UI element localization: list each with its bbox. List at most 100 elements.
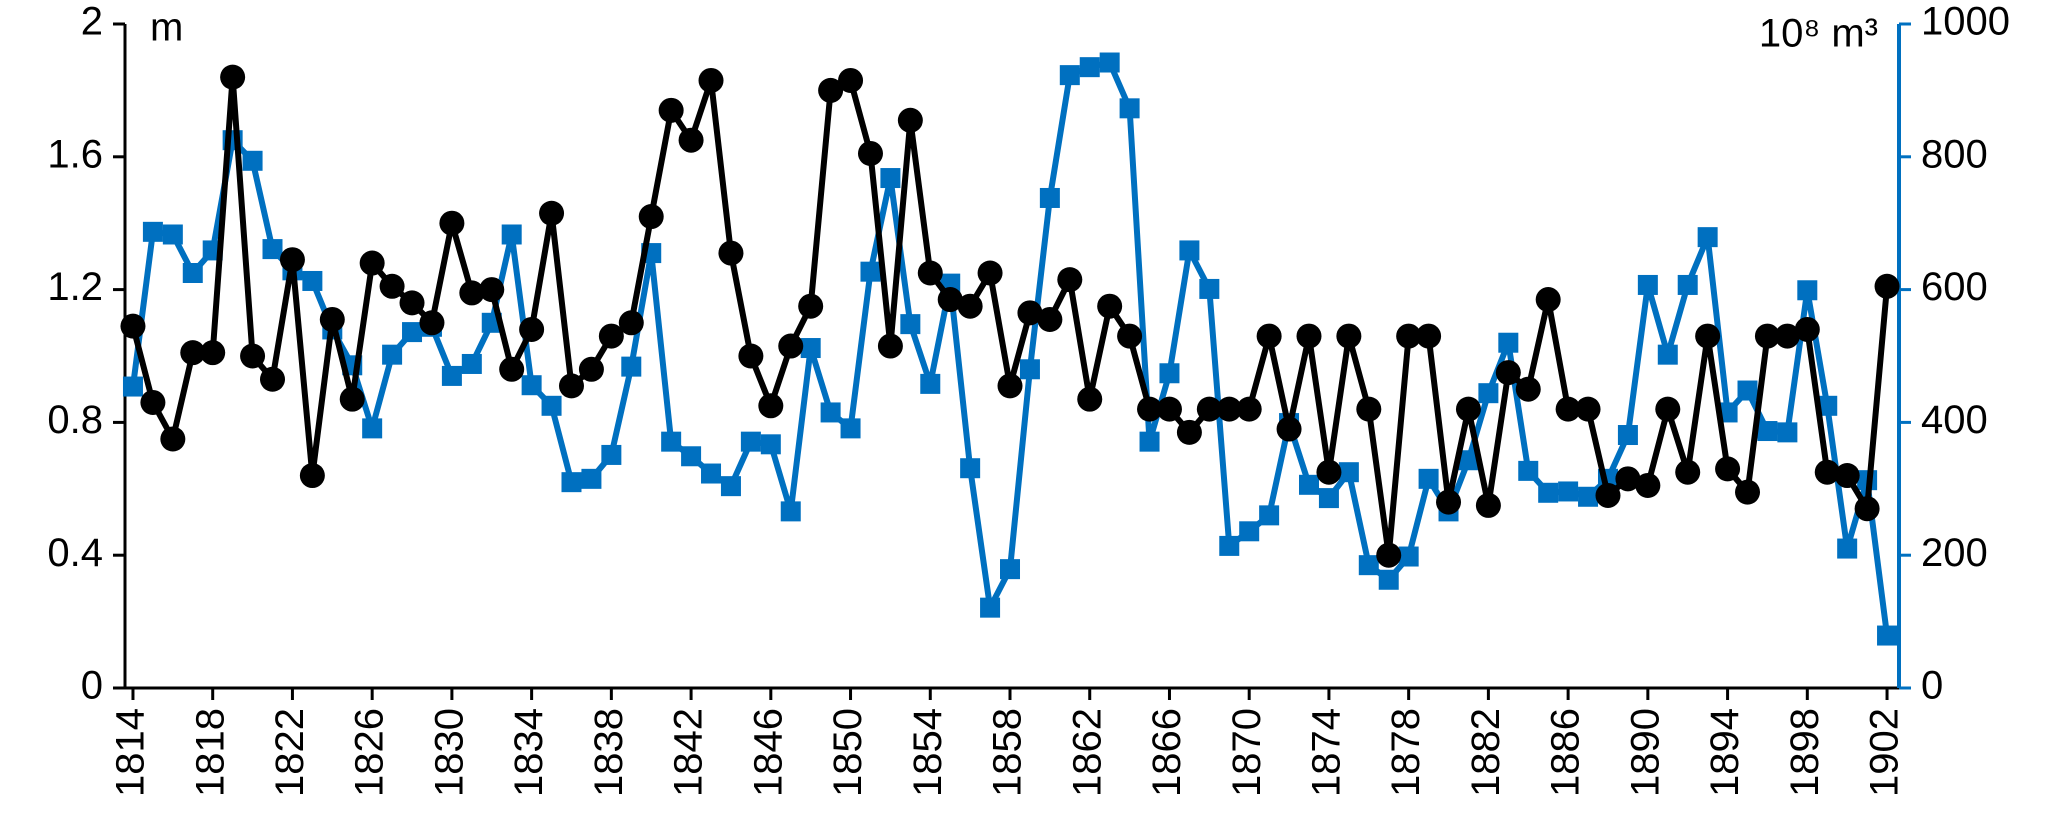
square-marker (1398, 546, 1419, 567)
square-marker (1518, 460, 1539, 481)
x-tick-label: 1818 (188, 708, 232, 797)
circle-marker (1595, 482, 1621, 508)
y2-tick-label: 400 (1921, 398, 1988, 442)
square-marker (1219, 535, 1240, 556)
circle-marker (698, 67, 724, 93)
square-marker (1179, 240, 1200, 261)
square-marker (880, 168, 901, 189)
square-marker (242, 150, 263, 171)
square-marker (1797, 280, 1818, 301)
circle-marker (1834, 463, 1860, 489)
y2-tick-label: 1000 (1921, 0, 2010, 44)
square-marker (1657, 344, 1678, 365)
square-marker (900, 314, 921, 335)
circle-marker (1196, 396, 1222, 422)
square-marker (1757, 421, 1778, 442)
y2-tick-label: 0 (1921, 664, 1943, 708)
circle-marker (1137, 396, 1163, 422)
circle-marker (1376, 542, 1402, 568)
circle-marker (1655, 396, 1681, 422)
square-marker (1578, 486, 1599, 507)
x-tick-label: 1842 (667, 708, 711, 797)
circle-marker (758, 393, 784, 419)
circle-marker (1077, 386, 1103, 412)
y-tick-label: 2 (81, 0, 103, 44)
circle-marker (1396, 323, 1422, 349)
circle-marker (240, 343, 266, 369)
circle-marker (618, 310, 644, 336)
x-tick-label: 1822 (268, 708, 312, 797)
x-tick-label: 1830 (427, 708, 471, 797)
circle-marker (1356, 396, 1382, 422)
square-marker (920, 373, 941, 394)
square-marker (1199, 278, 1220, 299)
circle-marker (1675, 459, 1701, 485)
circle-marker (299, 463, 325, 489)
x-tick-label: 1850 (826, 708, 870, 797)
square-marker (1697, 227, 1718, 248)
circle-marker (1416, 323, 1442, 349)
circle-marker (419, 310, 445, 336)
circle-marker (1176, 419, 1202, 445)
x-tick-label: 1866 (1145, 708, 1189, 797)
circle-marker (1037, 306, 1063, 332)
square-marker (1059, 65, 1080, 86)
square-marker (1737, 380, 1758, 401)
x-tick-label: 1874 (1304, 708, 1348, 797)
square-marker (1458, 450, 1479, 471)
square-marker (980, 597, 1001, 618)
circle-marker (1336, 323, 1362, 349)
y2-tick-label: 200 (1921, 531, 1988, 575)
square-marker (1637, 274, 1658, 295)
x-tick-label: 1878 (1384, 708, 1428, 797)
square-marker (1777, 422, 1798, 443)
circle-marker (359, 250, 385, 276)
square-marker (521, 375, 542, 396)
circle-marker (1735, 479, 1761, 505)
square-marker (1079, 57, 1100, 78)
x-tick-label: 1814 (109, 708, 153, 797)
circle-marker (1774, 323, 1800, 349)
circle-marker (260, 366, 286, 392)
square-marker (740, 431, 761, 452)
square-marker (1119, 98, 1140, 119)
y-tick-label: 1.6 (47, 132, 103, 176)
square-marker (162, 224, 183, 245)
circle-marker (200, 340, 226, 366)
circle-marker (937, 287, 963, 313)
circle-marker (1156, 396, 1182, 422)
circle-marker (658, 97, 684, 123)
square-marker (840, 418, 861, 439)
circle-marker (1495, 360, 1521, 386)
circle-marker (479, 277, 505, 303)
square-marker (1159, 363, 1180, 384)
square-marker (681, 446, 702, 467)
circle-marker (499, 356, 525, 382)
square-marker (661, 431, 682, 452)
circle-marker (1017, 300, 1043, 326)
y-tick-label: 1.2 (47, 265, 103, 309)
circle-marker (319, 306, 345, 332)
circle-marker (957, 293, 983, 319)
circle-marker (1256, 323, 1282, 349)
square-marker (1677, 274, 1698, 295)
square-marker (601, 444, 622, 465)
circle-marker (997, 373, 1023, 399)
circle-marker (1754, 323, 1780, 349)
circle-marker (578, 356, 604, 382)
circle-marker (1854, 496, 1880, 522)
square-marker (182, 263, 203, 283)
square-marker (1837, 538, 1858, 559)
circle-marker (838, 67, 864, 93)
circle-marker (1794, 316, 1820, 342)
circle-marker (718, 240, 744, 266)
x-tick-label: 1834 (507, 708, 551, 797)
square-marker (1099, 52, 1120, 73)
y2-axis-label: 10⁸ m³ (1759, 12, 1878, 56)
square-marker (780, 501, 801, 522)
square-marker (800, 338, 821, 359)
square-marker (362, 418, 383, 439)
square-marker (1318, 488, 1339, 509)
